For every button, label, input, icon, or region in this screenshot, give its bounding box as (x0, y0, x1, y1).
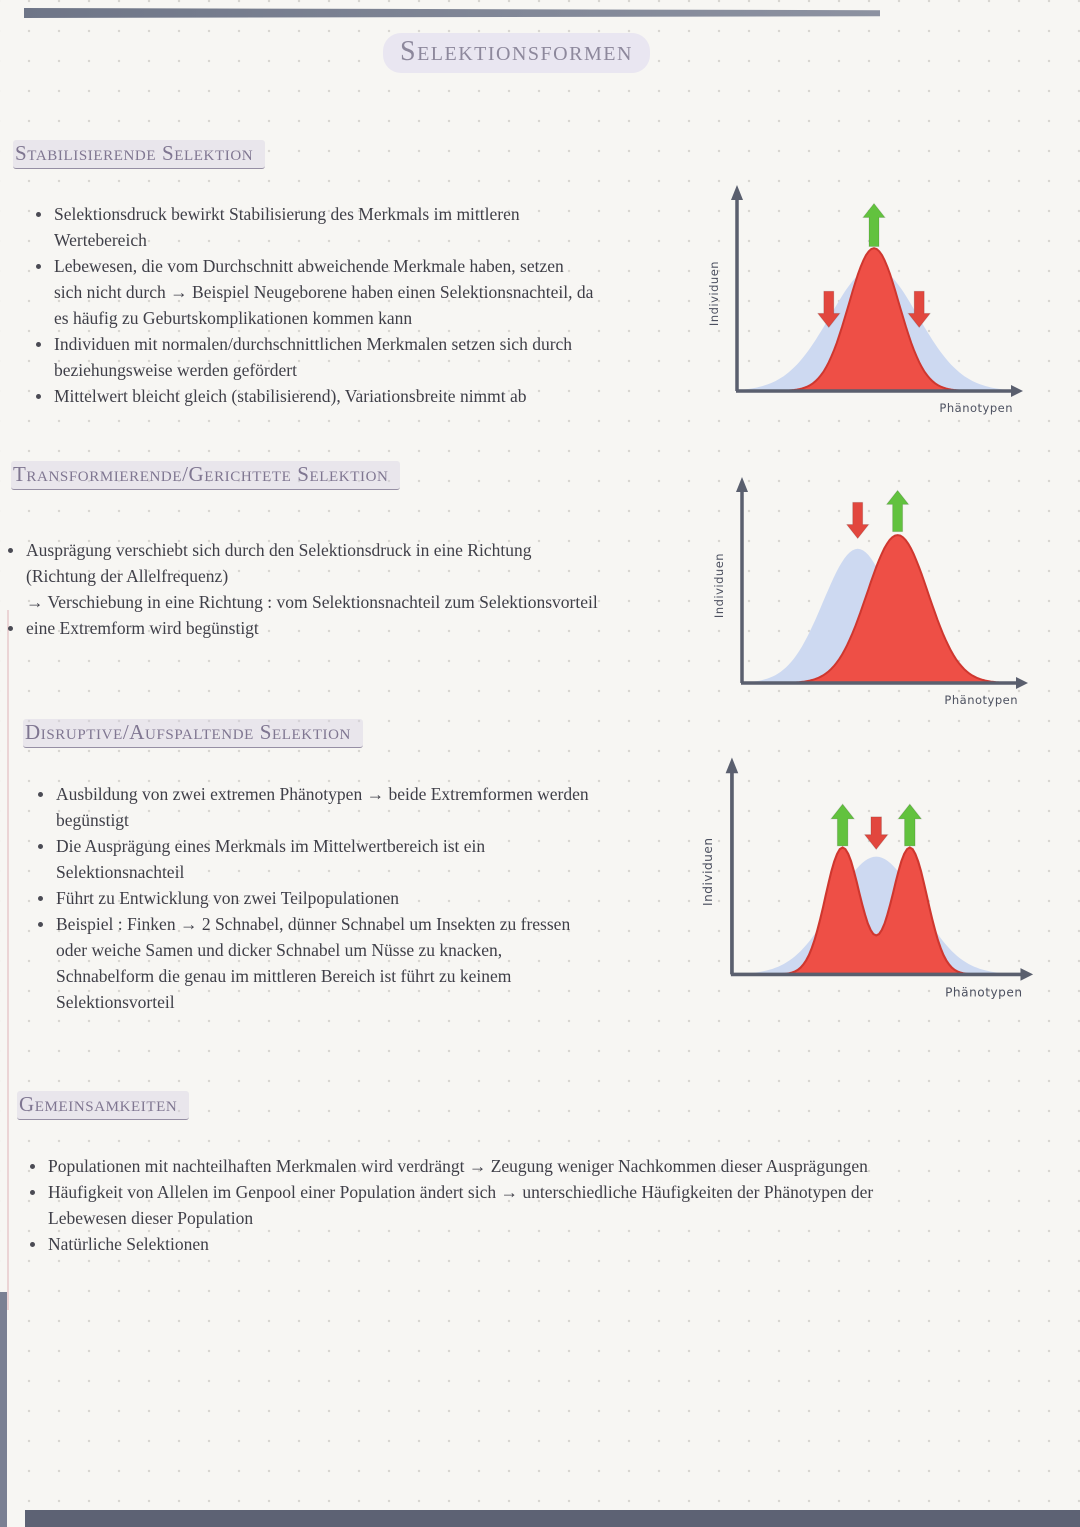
population-curve-ausgangspopulation (736, 856, 1017, 975)
bullet-text: Natürliche Selektionen (48, 1234, 209, 1254)
x-axis-arrowhead-icon (1020, 968, 1034, 981)
stabilizing-selection-chart: Individuen Phänotypen (707, 185, 1023, 415)
bullet-dot-icon (38, 922, 43, 927)
bullet-text: Populationen mit nachteilhaften Merkmale… (48, 1156, 868, 1176)
directional-selection-chart: Individuen Phänotypen (712, 477, 1028, 707)
y-axis-arrowhead-icon (731, 185, 743, 200)
bullet-item: Häufigkeit von Allelen im Genpool einer … (30, 1179, 1065, 1231)
bullet-dot-icon (38, 792, 43, 797)
bullet-text: Häufigkeit von Allelen im Genpool einer … (48, 1182, 874, 1228)
bullet-dot-icon (36, 212, 41, 217)
bullet-list-gemeinsamkeiten: Populationen mit nachteilhaften Merkmale… (30, 1153, 1065, 1257)
y-axis-arrowhead-icon (736, 477, 748, 492)
bullet-dot-icon (30, 1164, 35, 1169)
section-heading-stabilisierende-selektion: Stabilisierende Selektion (13, 140, 266, 169)
bullet-dot-icon (8, 548, 13, 553)
selection-pressure-arrow-up-icon (885, 489, 910, 533)
bullet-text: Selektionsdruck bewirkt Stabilisierung d… (54, 204, 520, 250)
bullet-dot-icon (30, 1242, 35, 1247)
bullet-text: Ausprägung verschiebt sich durch den Sel… (26, 540, 598, 612)
disruptive-selection-chart: Individuen Phänotypen (701, 757, 1034, 1000)
bullet-item: Individuen mit normalen/durchschnittlich… (36, 331, 684, 383)
y-axis-label: Individuen (712, 553, 726, 618)
y-axis-label: Individuen (701, 837, 715, 906)
bullet-text: Lebewesen, die vom Durchschnitt abweiche… (54, 256, 594, 328)
section-heading-gerichtete-selektion: Transformierende/Gerichtete Selektion (11, 461, 401, 490)
bullet-text: Beispiel : Finken → 2 Schnabel, dünner S… (56, 914, 571, 1012)
bullet-list-disruptive-selektion: Ausbildung von zwei extremen Phänotypen … (38, 781, 693, 1015)
bullet-text: Ausbildung von zwei extremen Phänotypen … (56, 784, 589, 830)
bullet-text: Mittelwert bleicht gleich (stabilisieren… (54, 386, 527, 406)
bullet-dot-icon (38, 844, 43, 849)
bullet-item: Populationen mit nachteilhaften Merkmale… (30, 1153, 1065, 1179)
bullet-text: Die Ausprägung eines Merkmals im Mittelw… (56, 836, 486, 882)
selection-pressure-arrow-up-icon (861, 202, 887, 247)
bullet-text: Individuen mit normalen/durchschnittlich… (54, 334, 573, 380)
section-heading-disruptive-selektion: Disruptive/Aufspaltende Selektion (23, 719, 363, 748)
x-axis-arrowhead-icon (1016, 677, 1028, 689)
bullet-dot-icon (30, 1190, 35, 1195)
page-title: Selektionsformen (383, 33, 650, 73)
bullet-item: Die Ausprägung eines Merkmals im Mittelw… (38, 833, 693, 885)
bullet-item: Selektionsdruck bewirkt Stabilisierung d… (36, 201, 684, 253)
bullet-item: Mittelwert bleicht gleich (stabilisieren… (36, 383, 684, 409)
bullet-item: Natürliche Selektionen (30, 1231, 1065, 1257)
selection-pressure-arrow-up-icon (829, 803, 856, 847)
x-axis-arrowhead-icon (1011, 385, 1023, 397)
bullet-item: Beispiel : Finken → 2 Schnabel, dünner S… (38, 911, 693, 1015)
y-axis-label: Individuen (707, 261, 721, 326)
y-axis-arrowhead-icon (725, 757, 739, 774)
selection-pressure-arrow-up-icon (897, 803, 923, 847)
bullet-dot-icon (8, 626, 13, 631)
bullet-item: eine Extremform wird begünstigt (8, 615, 708, 641)
x-axis-label: Phänotypen (939, 401, 1013, 415)
margin-line (7, 610, 9, 1310)
bullet-list-stabilisierende-selektion: Selektionsdruck bewirkt Stabilisierung d… (36, 201, 684, 409)
bullet-dot-icon (36, 264, 41, 269)
bullet-dot-icon (36, 342, 41, 347)
bullet-text: Führt zu Entwicklung von zwei Teilpopula… (56, 888, 400, 908)
bullet-item: Führt zu Entwicklung von zwei Teilpopula… (38, 885, 693, 911)
bullet-list-gerichtete-selektion: Ausprägung verschiebt sich durch den Sel… (8, 537, 708, 641)
population-curve-selektierte-population (741, 247, 1007, 392)
bullet-dot-icon (36, 394, 41, 399)
bullet-text: eine Extremform wird begünstigt (26, 618, 259, 638)
selection-pressure-arrow-down-icon (845, 501, 870, 540)
page-edge-top (24, 8, 880, 18)
section-heading-gemeinsamkeiten: Gemeinsamkeiten (17, 1091, 190, 1120)
bullet-dot-icon (38, 896, 43, 901)
bullet-item: Lebewesen, die vom Durchschnitt abweiche… (36, 253, 684, 331)
population-curve-selektierte-population (746, 534, 1013, 684)
bullet-item: Ausprägung verschiebt sich durch den Sel… (8, 537, 708, 615)
selection-pressure-arrow-down-icon (816, 290, 841, 329)
bullet-item: Ausbildung von zwei extremen Phänotypen … (38, 781, 693, 833)
x-axis-label: Phänotypen (945, 986, 1022, 1000)
selection-pressure-arrow-down-icon (907, 290, 932, 329)
selection-pressure-arrow-down-icon (863, 816, 889, 851)
page-edge-left (0, 1292, 7, 1527)
x-axis-label: Phänotypen (944, 693, 1018, 707)
page-edge-bottom (25, 1510, 1080, 1527)
